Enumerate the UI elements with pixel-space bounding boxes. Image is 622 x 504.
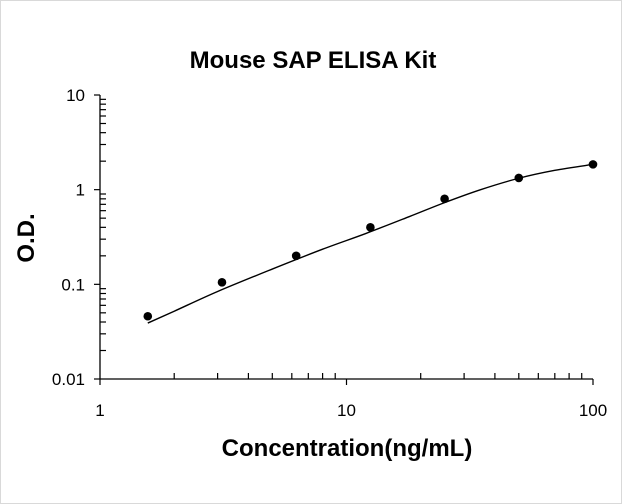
- y-axis-title: O.D.: [13, 213, 40, 262]
- x-tick-label: 10: [337, 401, 356, 420]
- axes-group: 1 10 100 10 1 0.1 0.01: [52, 86, 607, 420]
- data-point: [588, 160, 598, 169]
- data-point: [514, 173, 524, 183]
- fit-curve-line: [147, 163, 594, 324]
- chart-title: Mouse SAP ELISA Kit: [190, 47, 437, 74]
- y-tick-label: 10: [66, 86, 85, 105]
- x-tick-label: 100: [579, 401, 607, 420]
- data-points-layer: [143, 160, 598, 321]
- y-tick-label: 0.1: [61, 275, 85, 294]
- data-point: [217, 278, 227, 287]
- y-tick-label: 0.01: [52, 370, 85, 389]
- fit-curve-layer: [147, 163, 594, 324]
- x-axis-title: Concentration(ng/mL): [222, 435, 473, 462]
- data-point: [440, 194, 449, 204]
- y-tick-label: 1: [76, 181, 85, 200]
- data-point: [143, 311, 153, 321]
- data-point: [291, 251, 301, 261]
- data-point: [366, 223, 375, 232]
- x-tick-label: 1: [95, 401, 104, 420]
